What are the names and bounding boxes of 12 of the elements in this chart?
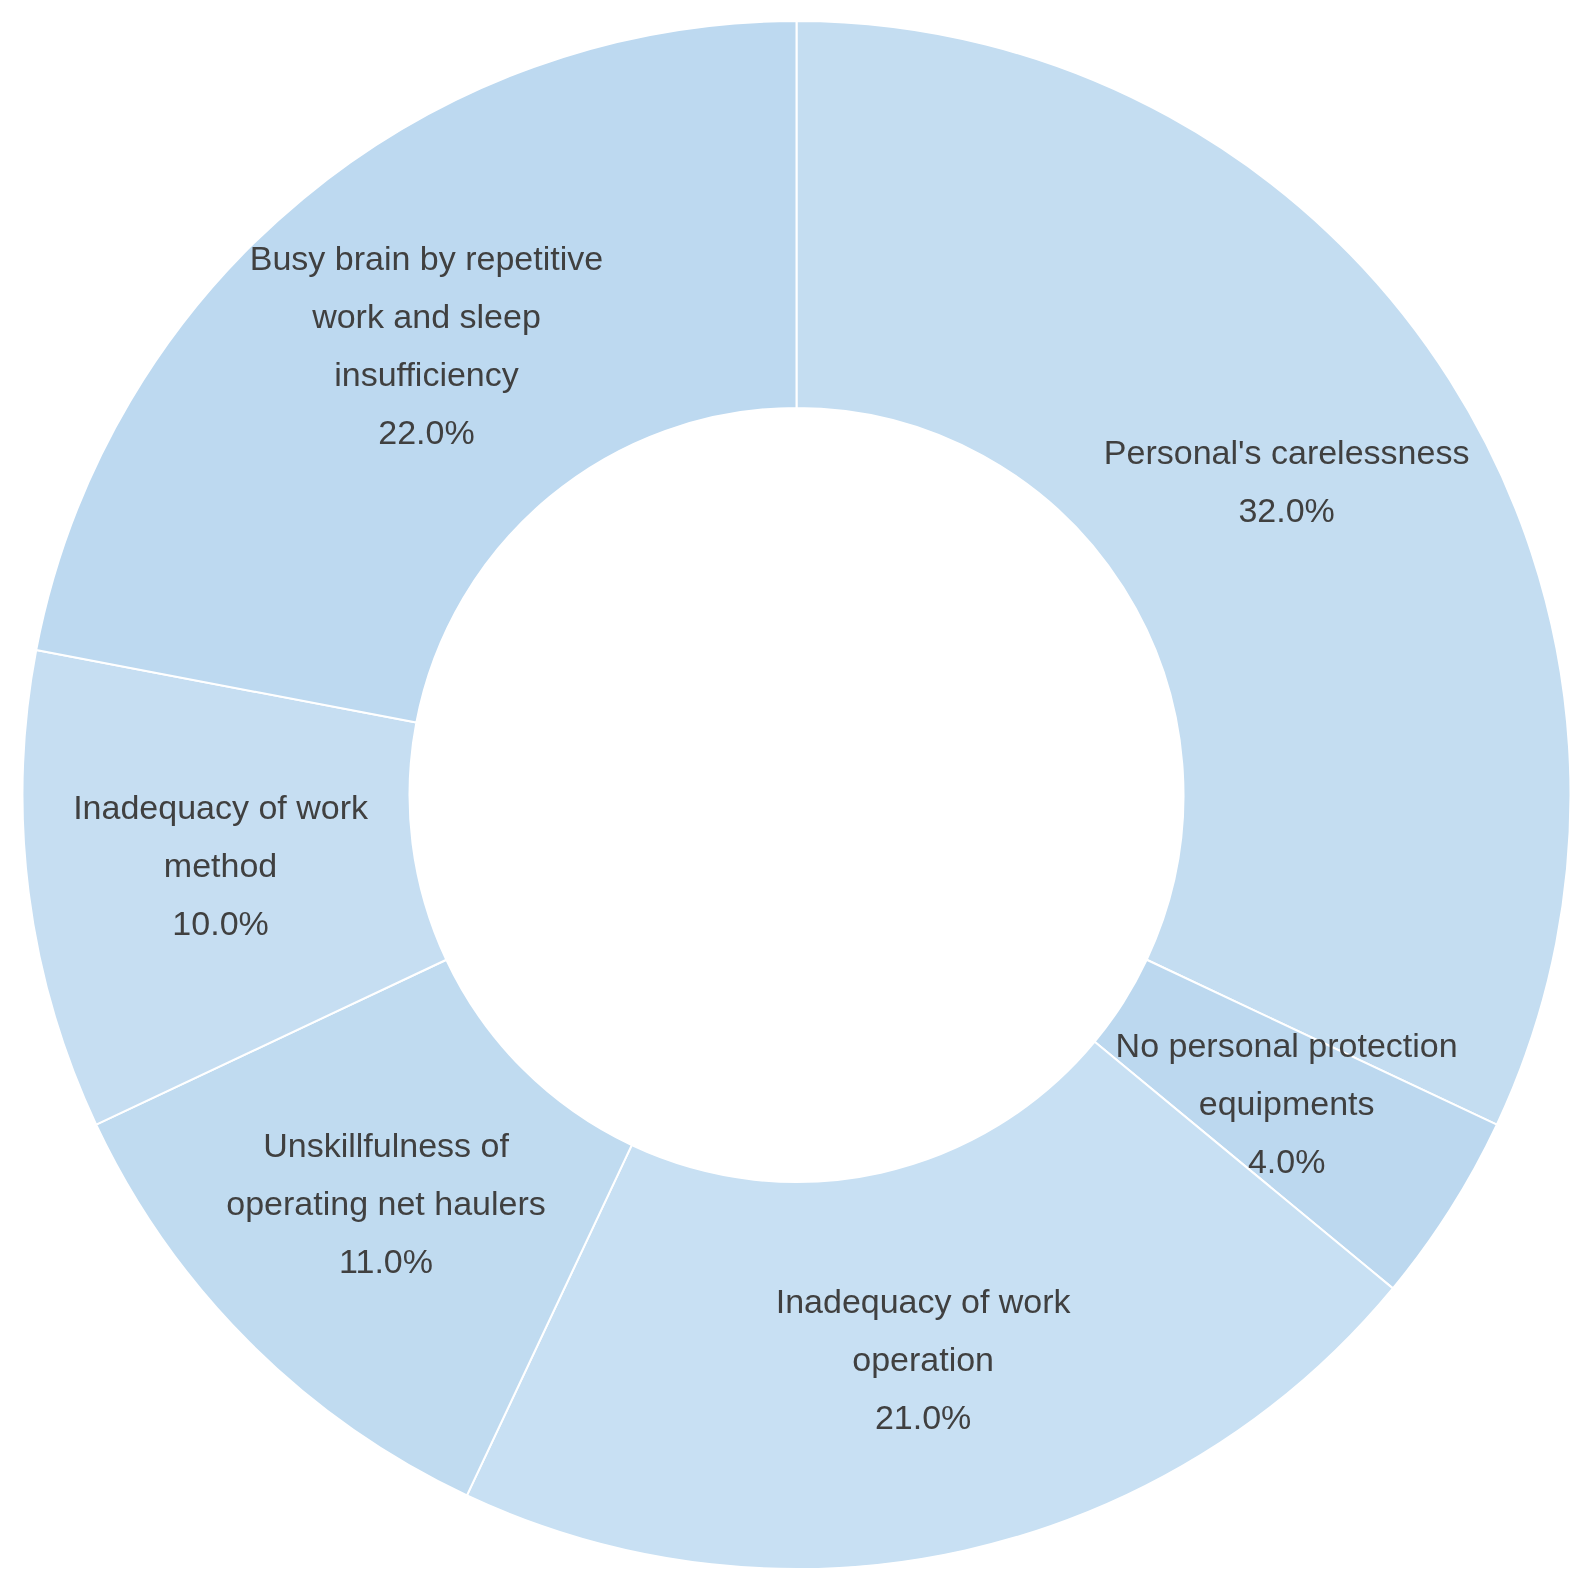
slice-label: Unskillfulness of operating net haulers [226,1125,546,1222]
slice-label: No personal protection equipments [1115,1026,1458,1123]
slice-label: Busy brain by repetitive work and sleep insufficiency [249,239,604,394]
data-label: 21.0% [874,1397,972,1436]
data-label: 22.0% [378,413,475,452]
data-label: 10.0% [172,904,269,943]
slice-label: Inadequacy of work operation [775,1281,1072,1378]
data-label: 32.0% [1238,491,1335,530]
data-label: 4.0% [1247,1142,1326,1181]
data-label: 11.0% [339,1241,433,1280]
slice-label: Personal's carelessness [1103,433,1470,472]
slice-label: Inadequacy of work method [73,788,369,885]
